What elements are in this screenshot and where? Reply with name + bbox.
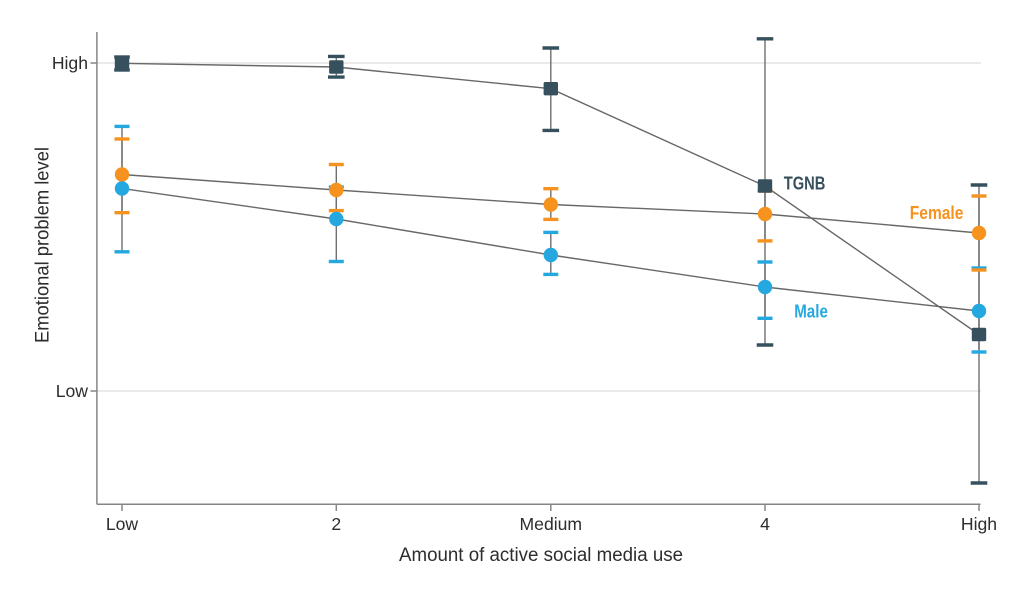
svg-text:High: High <box>52 53 88 73</box>
svg-text:High: High <box>961 514 997 534</box>
svg-text:Female: Female <box>910 203 964 223</box>
svg-text:Low: Low <box>56 381 89 401</box>
svg-text:Amount of active social media: Amount of active social media use <box>399 545 683 566</box>
svg-text:4: 4 <box>760 514 770 534</box>
svg-text:TGNB: TGNB <box>784 174 826 194</box>
svg-text:Medium: Medium <box>520 514 583 534</box>
svg-text:Low: Low <box>106 514 139 534</box>
svg-text:Male: Male <box>794 302 828 322</box>
svg-text:2: 2 <box>331 514 341 534</box>
svg-text:Emotional problem level: Emotional problem level <box>33 147 54 343</box>
